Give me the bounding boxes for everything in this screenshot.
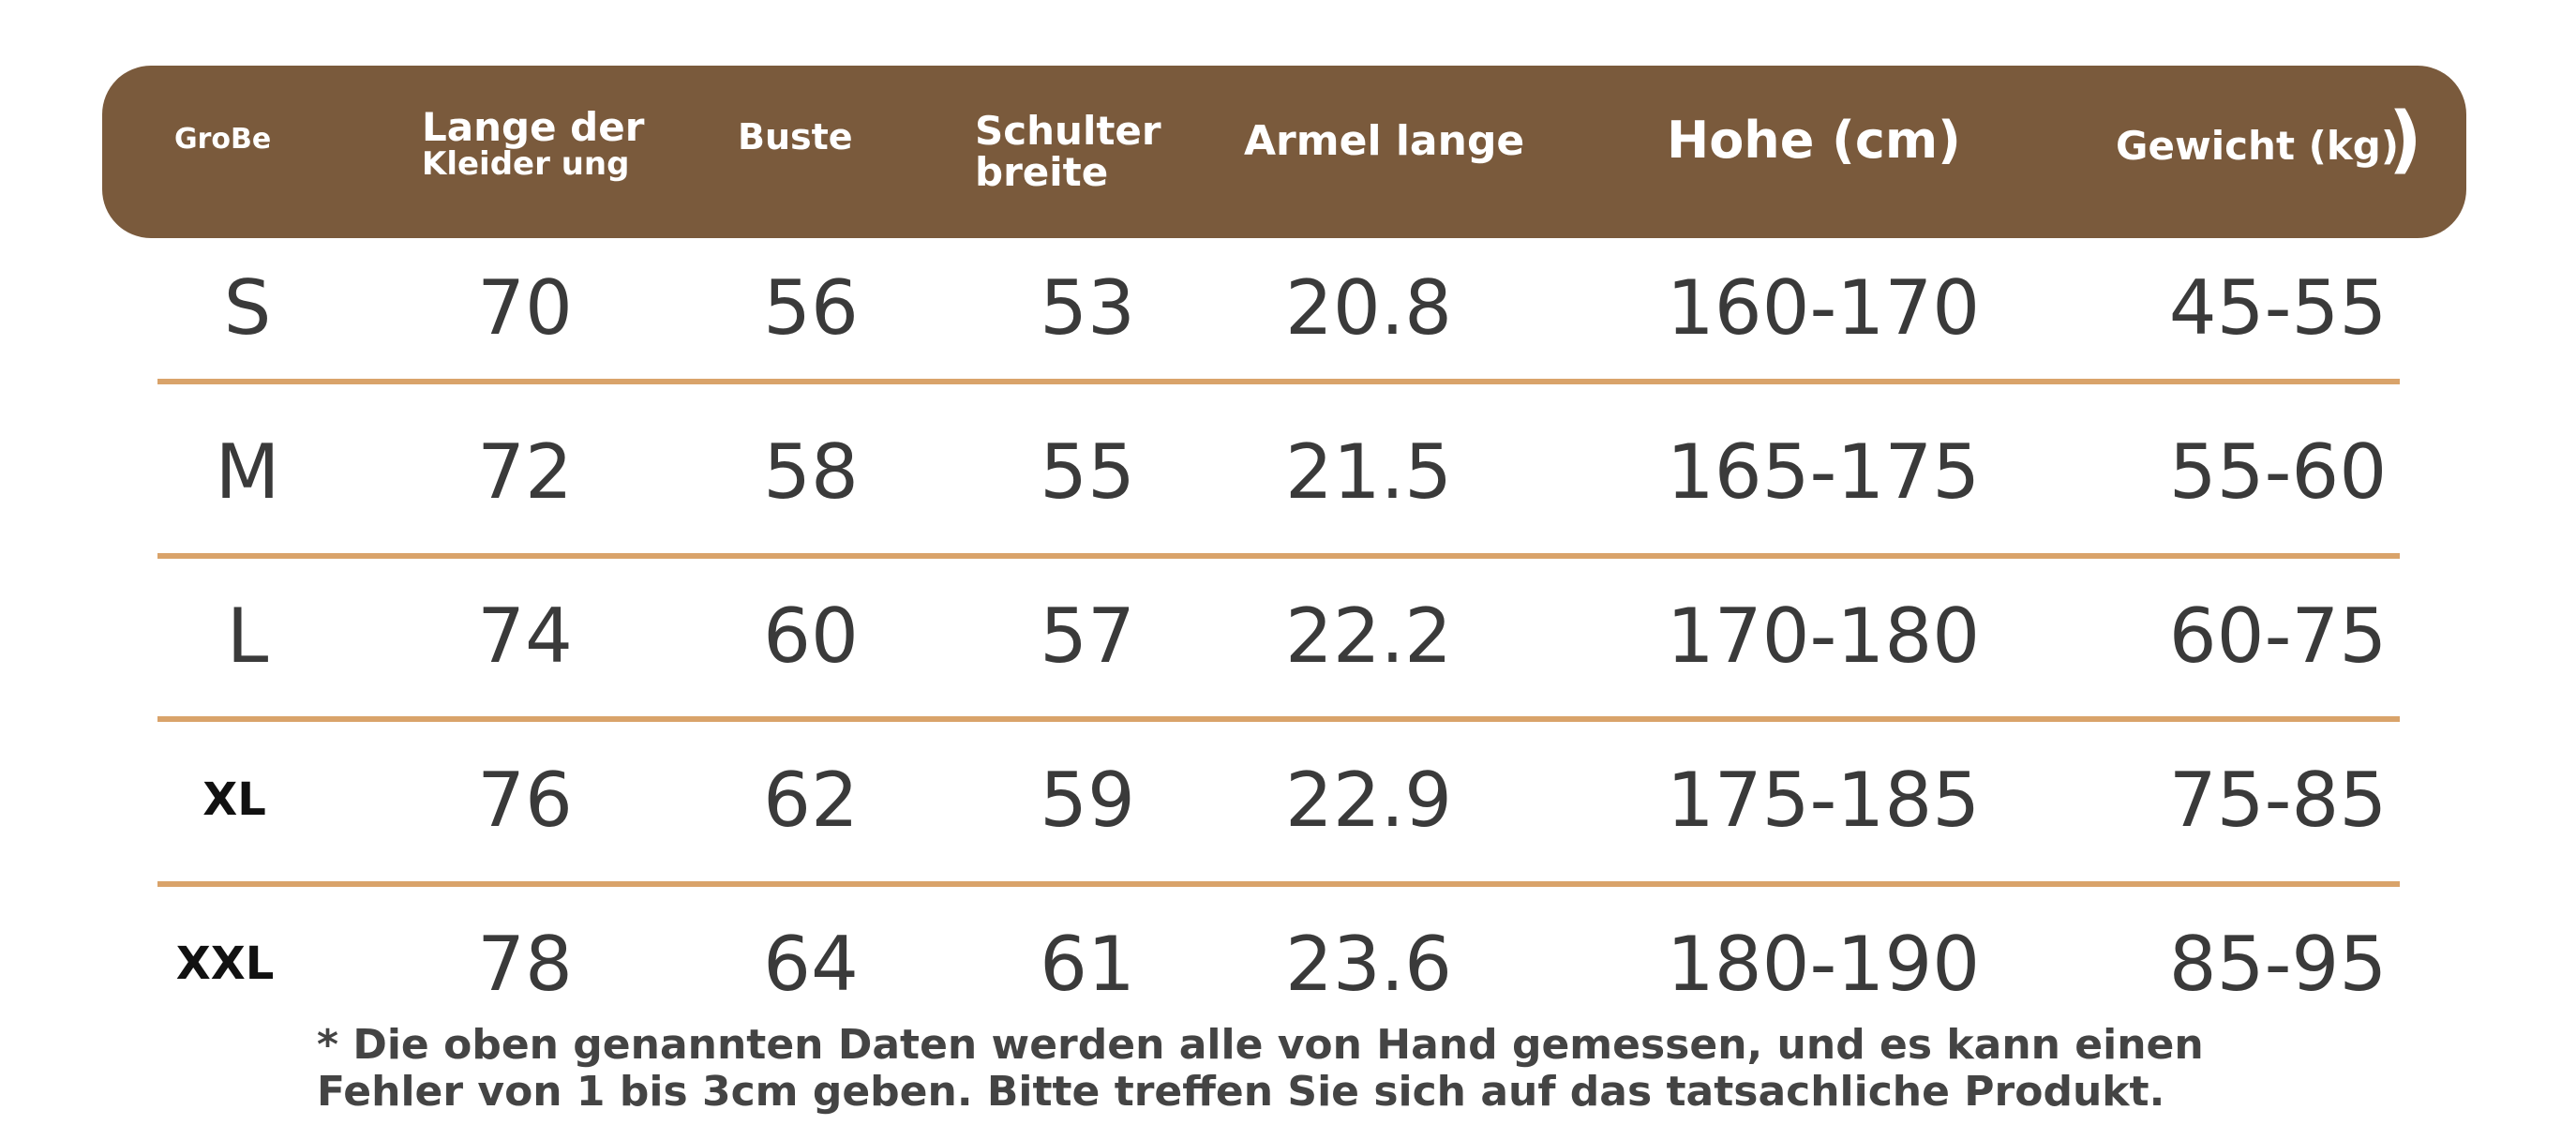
cell-sleeve: 21.5 [1284,428,1453,516]
cell-height: 180-190 [1666,920,1981,1008]
cell-weight: 85-95 [2168,920,2388,1008]
cell-weight: 55-60 [2168,428,2388,516]
header-height: Hohe (cm) [1667,111,1961,170]
cell-weight: 45-55 [2168,263,2388,352]
cell-shoulder: 53 [1040,263,1135,352]
row-divider [157,553,2400,559]
cell-bust: 58 [763,428,859,516]
cell-bust: 64 [763,920,859,1008]
row-divider [157,716,2400,722]
cell-height: 170-180 [1666,592,1981,680]
cell-size: XL [202,773,266,826]
row-divider [157,379,2400,384]
cell-shoulder: 61 [1040,920,1135,1008]
footnote-line-1: * Die oben genannten Daten werden alle v… [317,1021,2204,1069]
cell-size: XXL [175,938,275,990]
cell-height: 165-175 [1666,428,1981,516]
row-divider [157,881,2400,887]
cell-weight: 75-85 [2168,756,2388,844]
cell-shoulder: 55 [1040,428,1135,516]
cell-length: 74 [477,592,573,680]
header-length: Lange der Kleider ung [422,104,645,184]
cell-height: 160-170 [1666,263,1981,352]
header-shoulder: Schulter breite [975,108,1161,196]
cell-sleeve: 20.8 [1284,263,1453,352]
cell-length: 70 [477,263,573,352]
table-row: L 74 60 57 22.2 170-180 60-75 [0,553,2576,718]
cell-sleeve: 22.9 [1284,756,1453,844]
table-row: XL 76 62 59 22.9 175-185 75-85 [0,717,2576,882]
header-decorative-mark: ) [2389,98,2422,182]
cell-size: M [215,428,280,516]
cell-bust: 62 [763,756,859,844]
header-weight: Gewicht (kg) [2116,123,2400,169]
cell-size: S [223,263,272,352]
header-shoulder-line2: breite [975,149,1109,196]
cell-shoulder: 57 [1040,592,1135,680]
table-row: S 70 56 53 20.8 160-170 45-55 [0,225,2576,390]
table-row: XXL 78 64 61 23.6 180-190 85-95 [0,881,2576,1046]
cell-size: L [226,592,269,680]
footnote-line-2: Fehler von 1 bis 3cm geben. Bitte treffe… [317,1068,2165,1116]
cell-height: 175-185 [1666,756,1981,844]
header-length-line1: Lange der [422,104,645,150]
header-bust: Buste [738,116,853,158]
header-size: GroBe [174,123,272,156]
cell-length: 76 [477,756,573,844]
table-row: M 72 58 55 21.5 165-175 55-60 [0,389,2576,554]
cell-bust: 60 [763,592,859,680]
measurement-footnote: * Die oben genannten Daten werden alle v… [317,1022,2473,1116]
cell-length: 72 [477,428,573,516]
cell-length: 78 [477,920,573,1008]
cell-bust: 56 [763,263,859,352]
cell-weight: 60-75 [2168,592,2388,680]
size-table-header [102,66,2466,238]
header-shoulder-line1: Schulter [975,108,1161,154]
header-length-line2: Kleider ung [422,145,630,184]
cell-sleeve: 23.6 [1284,920,1453,1008]
header-sleeve: Armel lange [1244,117,1525,165]
cell-sleeve: 22.2 [1284,592,1453,680]
cell-shoulder: 59 [1040,756,1135,844]
